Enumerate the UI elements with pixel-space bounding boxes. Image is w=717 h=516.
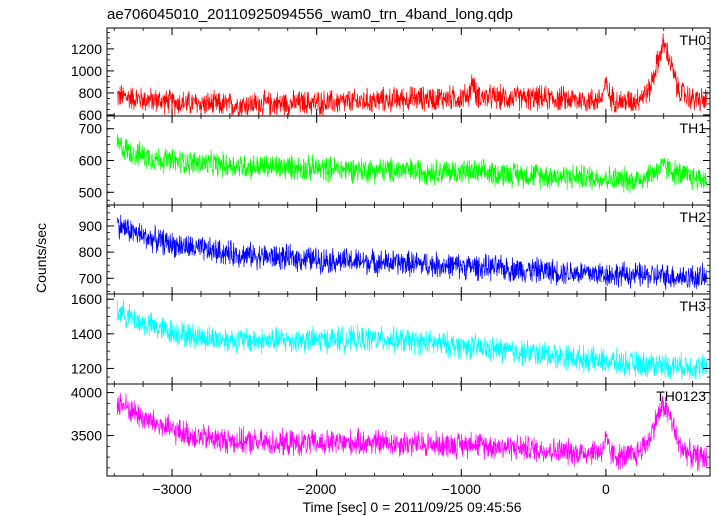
y-tick-label: 3500	[71, 428, 102, 444]
series-trace-th3	[116, 299, 708, 381]
y-tick-label: 1600	[71, 291, 102, 307]
series-trace-th0	[116, 33, 708, 116]
panel-th0123: 3500 4000 TH0123	[71, 383, 711, 477]
series-trace-th1	[116, 134, 708, 194]
y-tick-label: 800	[79, 85, 103, 101]
y-tick-label: 700	[79, 270, 103, 286]
series-trace-th0123	[116, 393, 708, 471]
y-tick-label: 4000	[71, 385, 102, 401]
x-tick-label: 0	[602, 481, 610, 497]
panel-label-th1: TH1	[680, 120, 707, 136]
panel-label-th0123: TH0123	[656, 388, 706, 404]
y-tick-label: 900	[79, 218, 103, 234]
y-axis-label: Counts/sec	[33, 223, 49, 293]
y-tick-label: 800	[79, 244, 103, 260]
y-tick-label: 1000	[71, 63, 102, 79]
panel-th2: 700 800 900 TH2	[79, 204, 711, 295]
panel-th3: 1200 1400 1600 TH3	[71, 291, 711, 385]
y-tick-label: 700	[79, 121, 103, 137]
x-tick-label: −3000	[152, 481, 192, 497]
y-tick-label: 1200	[71, 41, 102, 57]
panel-th1: 500 600 700 TH1	[79, 115, 711, 206]
panel-frame	[106, 383, 711, 477]
y-tick-label: 600	[79, 153, 103, 169]
panel-label-th0: TH0	[680, 32, 707, 48]
y-tick-label: 1200	[71, 360, 102, 376]
panel-label-th2: TH2	[680, 209, 707, 225]
panel-th0: 600 800 1000 1200 TH0	[71, 27, 711, 123]
panel-label-th3: TH3	[680, 298, 707, 314]
x-axis-label: Time [sec] 0 = 2011/09/25 09:45:56	[302, 499, 521, 515]
x-tick-label: −2000	[297, 481, 337, 497]
series-trace-th2	[116, 214, 708, 291]
y-tick-label: 1400	[71, 326, 102, 342]
x-tick-label: −1000	[442, 481, 482, 497]
chart-title: ae706045010_20110925094556_wam0_trn_4ban…	[107, 6, 513, 23]
y-tick-label: 500	[79, 184, 103, 200]
x-axis: −3000 −2000 −1000 0	[152, 481, 610, 497]
y-tick-label: 600	[79, 107, 103, 123]
